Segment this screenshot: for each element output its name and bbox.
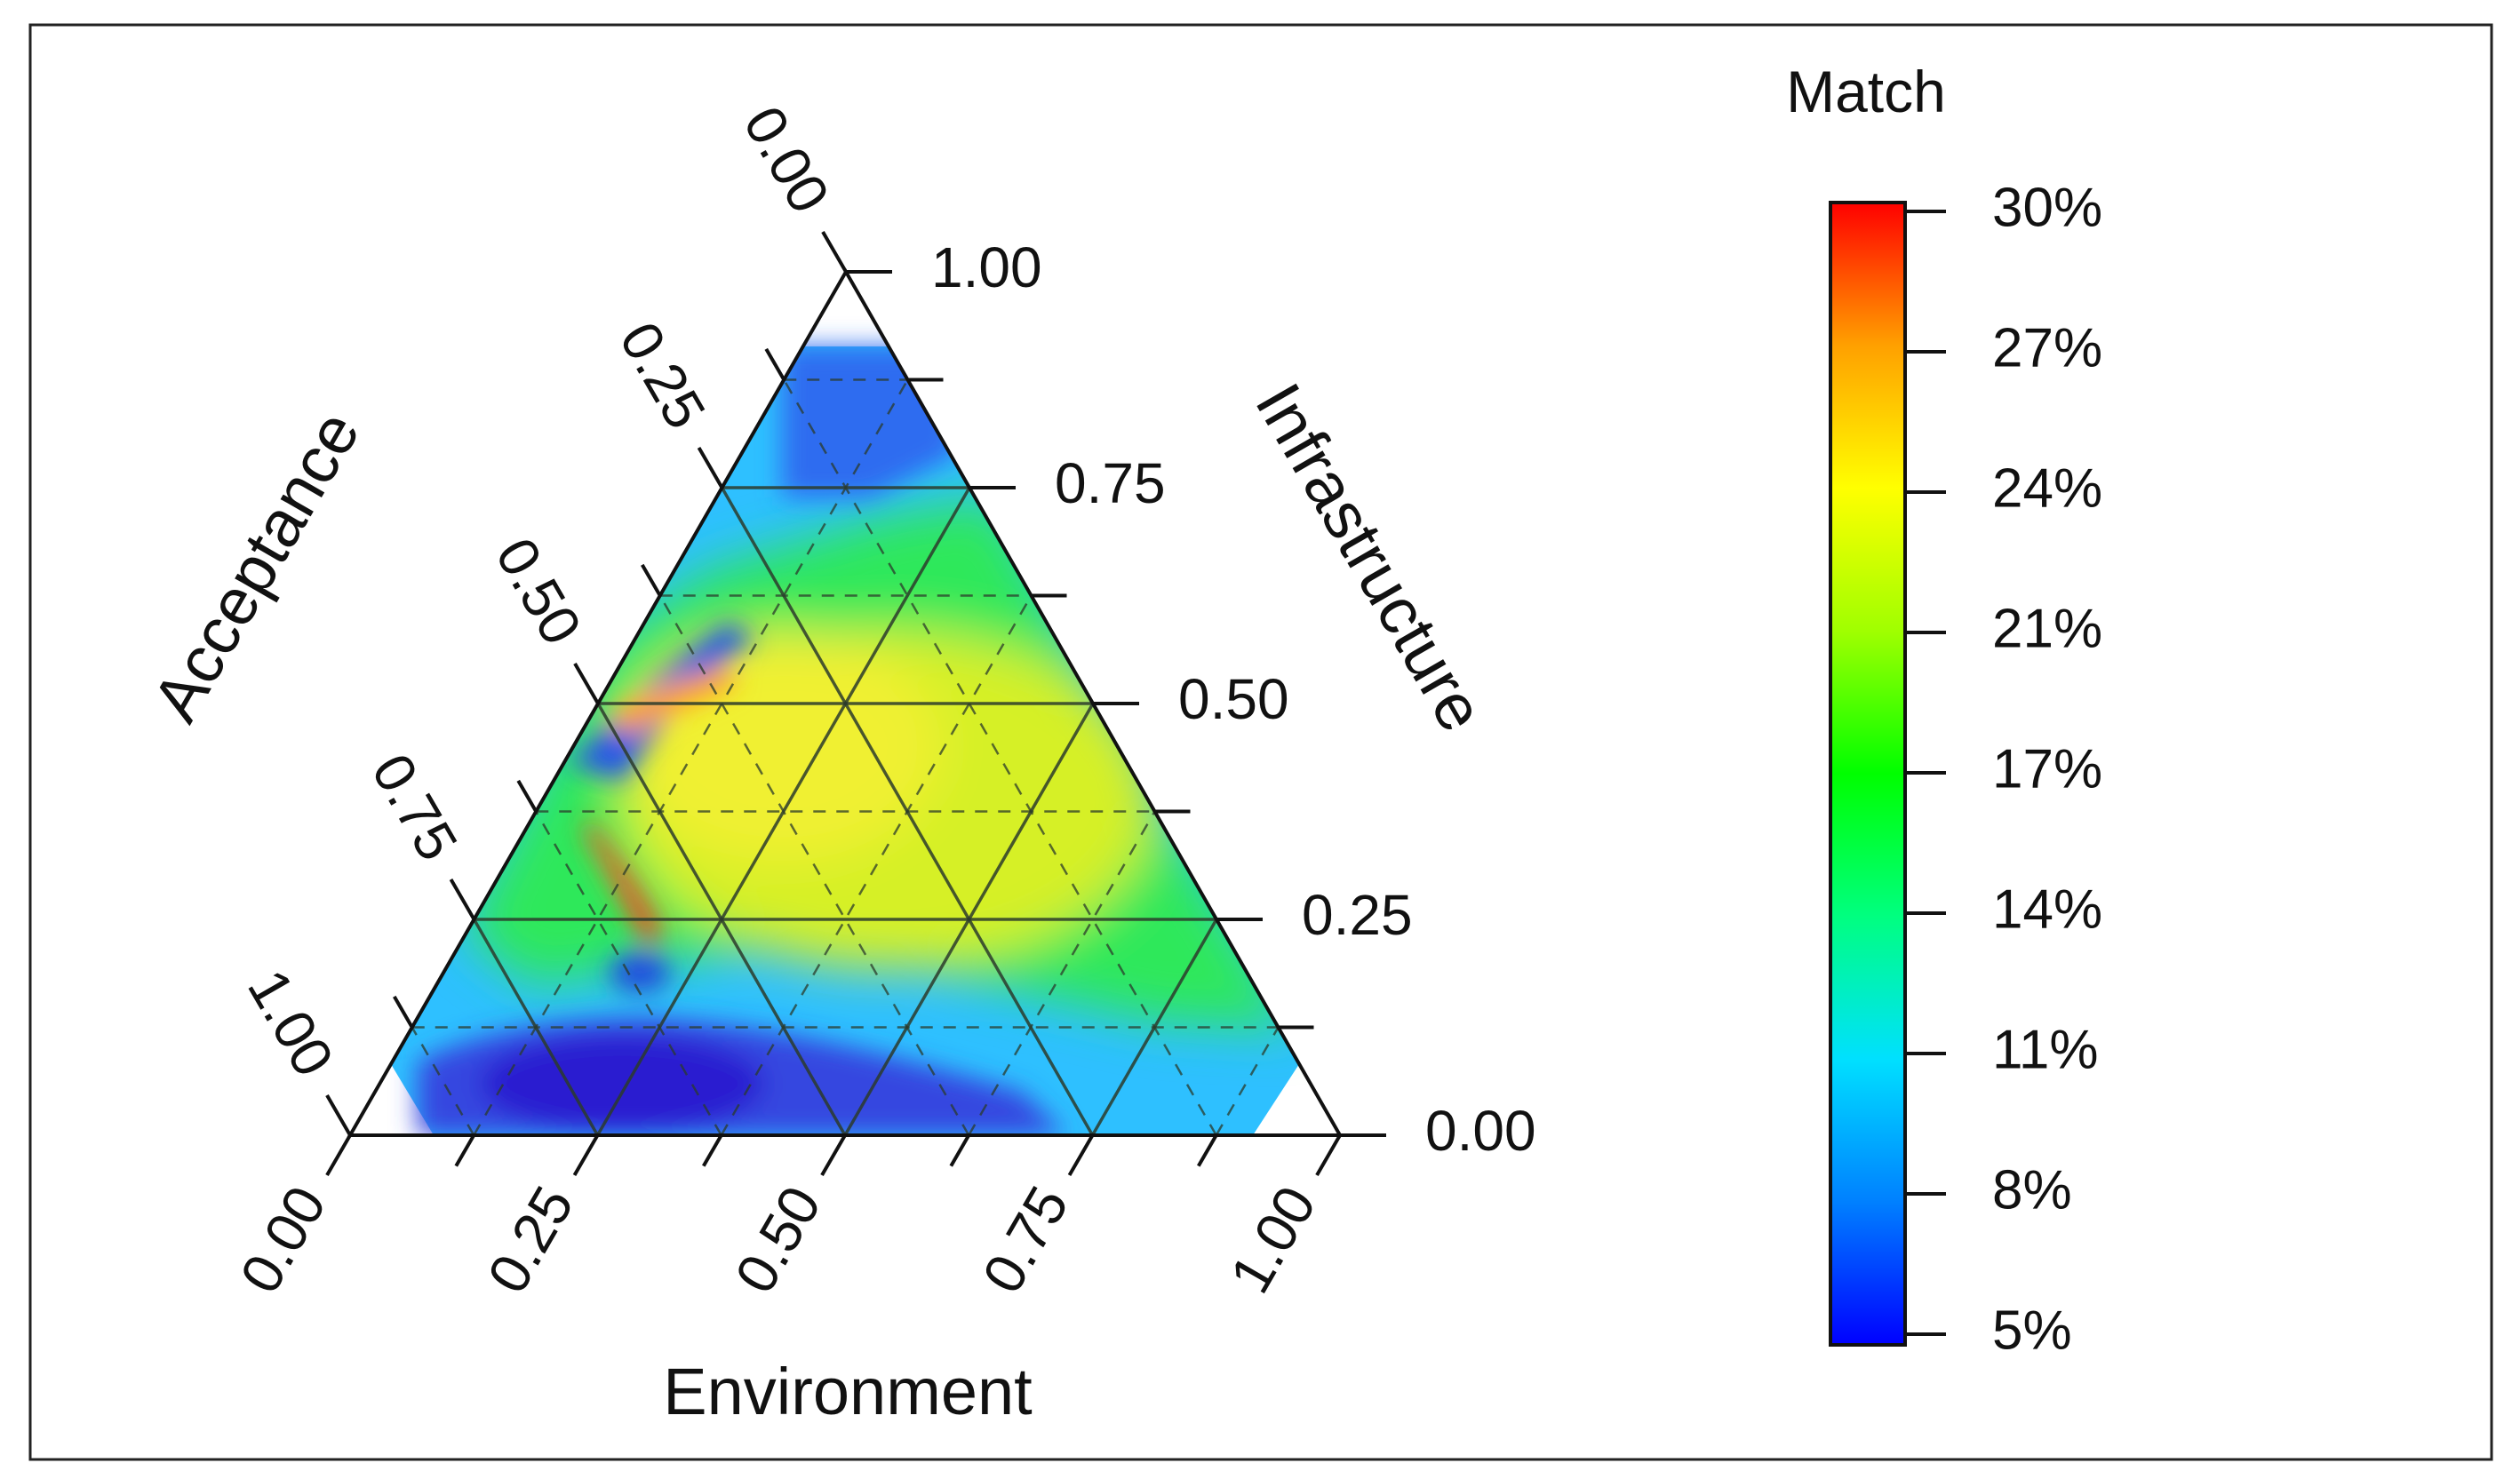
tick-label-top: 0.50 (1178, 667, 1289, 731)
colorbar-tick-label: 27% (1992, 317, 2102, 378)
tick-left-axis (573, 662, 600, 705)
tick-left-axis (393, 995, 414, 1029)
tick-left-axis (449, 878, 476, 921)
colorbar-tick-label: 24% (1992, 457, 2102, 519)
tick-left-axis (516, 779, 538, 813)
grid-line-rising (1215, 1026, 1280, 1136)
grid-line-rising (843, 703, 1095, 1136)
tick-bottom-axis (325, 1133, 352, 1177)
ternary-grid (411, 378, 1280, 1136)
tick-label-left: 0.75 (359, 743, 470, 871)
grid-line-rising (968, 810, 1156, 1136)
colorbar-ticks: 5% 8% 11% 14% 17% 21% 24% 27% 30% (1905, 177, 2102, 1361)
tick-bottom-axis (702, 1133, 723, 1167)
axis-title-acceptance: Acceptance (138, 399, 373, 733)
tick-bottom-axis (454, 1133, 475, 1167)
region-small-low (610, 953, 670, 992)
grid-line-rising (473, 378, 909, 1136)
tick-label-top: 0.75 (1055, 451, 1166, 515)
axis-title-environment: Environment (663, 1355, 1033, 1428)
tick-bottom-axis (1315, 1133, 1342, 1177)
tick-left-axis (325, 1093, 352, 1137)
tick-label-bottom: 0.00 (227, 1175, 339, 1303)
colorbar-title: Match (1786, 59, 1946, 124)
colorbar: Match 5% 8% 11% 14% 17% 21% 24% 27% 30% (1786, 59, 2102, 1361)
tick-bottom-axis (1197, 1133, 1218, 1167)
colorbar-tick-label: 21% (1992, 598, 2102, 659)
tick-label-bottom: 0.50 (722, 1175, 833, 1303)
tick-bottom-axis (820, 1133, 847, 1177)
tick-label-top: 0.25 (1302, 883, 1413, 947)
colorbar-tick-label: 14% (1992, 879, 2102, 940)
colorbar-tick-label: 8% (1992, 1159, 2072, 1221)
colorbar-ramp (1829, 201, 1907, 1347)
tick-label-left: 0.50 (483, 528, 594, 656)
tick-bottom-axis (1067, 1133, 1095, 1177)
tick-left-axis (641, 563, 662, 597)
chart-border (28, 23, 2493, 1461)
tick-label-top: 0.00 (1425, 1099, 1536, 1163)
region-ridge-peak (586, 817, 660, 942)
tick-left-axis (697, 446, 724, 489)
tick-label-top: 1.00 (931, 235, 1042, 299)
colorbar-tick-label: 5% (1992, 1300, 2072, 1361)
colorbar-tick-label: 11% (1992, 1019, 2099, 1080)
tick-label-left: 0.00 (731, 96, 842, 224)
colorbar-tick-label: 30% (1992, 177, 2102, 238)
grid-line-falling (658, 594, 970, 1136)
region-ridge-orange (613, 666, 738, 737)
tick-label-left: 0.25 (607, 312, 718, 440)
grid-line-rising (720, 594, 1033, 1136)
grid-line-falling (596, 703, 847, 1136)
colorbar-tick-label: 17% (1992, 738, 2102, 799)
tick-label-bottom: 0.25 (475, 1175, 586, 1303)
tick-bottom-axis (572, 1133, 600, 1177)
grid-line-falling (472, 918, 600, 1136)
tick-left-axis (821, 230, 848, 274)
tick-label-left: 1.00 (235, 959, 347, 1087)
grid-line-rising (1090, 918, 1218, 1136)
grid-line-falling (535, 810, 722, 1136)
tick-bottom-axis (949, 1133, 970, 1167)
grid-line-falling (783, 378, 1217, 1136)
grid-line-falling (411, 1026, 475, 1136)
tick-label-bottom: 0.75 (970, 1175, 1081, 1303)
tick-left-axis (764, 347, 786, 381)
region-bottom-low-core (480, 1035, 764, 1133)
tick-label-bottom: 1.00 (1217, 1175, 1328, 1303)
